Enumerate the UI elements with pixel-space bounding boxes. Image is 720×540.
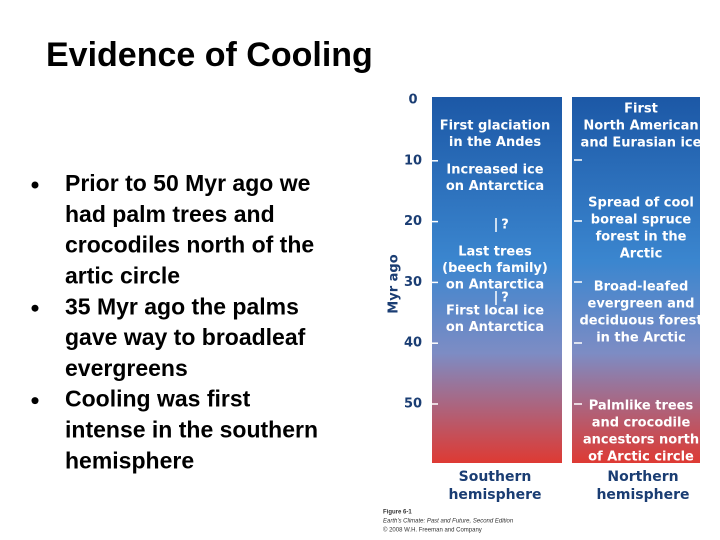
- hemisphere-label: hemisphere: [448, 487, 541, 503]
- hemisphere-label: Northern: [607, 469, 678, 485]
- northern-label: in the Arctic: [596, 331, 686, 346]
- hemisphere-label: Southern: [459, 469, 532, 485]
- bullet-text: evergreens: [65, 355, 188, 381]
- bullet-text: Prior to 50 Myr ago we: [65, 170, 310, 196]
- bullet-text: 35 Myr ago the palms: [65, 293, 299, 319]
- northern-label: Spread of cool: [588, 196, 694, 211]
- tick-label: 0: [408, 93, 417, 108]
- bullet-text: crocodiles north of the: [65, 232, 314, 258]
- southern-label: ?: [501, 218, 509, 233]
- hemisphere-label: hemisphere: [596, 487, 689, 503]
- northern-label: boreal spruce: [591, 213, 692, 228]
- southern-label: on Antarctica: [446, 278, 544, 293]
- bullet-text: hemisphere: [65, 447, 194, 473]
- northern-label: deciduous forest: [579, 314, 702, 329]
- northern-label: and Eurasian ice: [581, 136, 702, 151]
- title: Evidence of Cooling: [46, 36, 373, 74]
- southern-label: in the Andes: [449, 135, 541, 150]
- northern-label: ancestors north: [583, 433, 699, 448]
- bullet-text: gave way to broadleaf: [65, 324, 306, 350]
- bullet-text: intense in the southern: [65, 416, 318, 442]
- bullet-text: had palm trees and: [65, 201, 275, 227]
- northern-label: Palmlike trees: [589, 399, 694, 414]
- northern-label: Broad-leafed: [594, 280, 689, 295]
- caption: Earth's Climate: Past and Future, Second…: [383, 519, 514, 525]
- caption: Figure 6-1: [383, 510, 412, 516]
- southern-label: on Antarctica: [446, 320, 544, 335]
- tick-label: 30: [404, 275, 422, 290]
- northern-label: evergreen and: [588, 297, 695, 312]
- southern-label: Last trees: [458, 245, 532, 260]
- southern-column: [432, 97, 562, 463]
- southern-label: ?: [501, 291, 509, 306]
- southern-label: Increased ice: [446, 163, 543, 178]
- bullet-dot: [31, 304, 39, 312]
- southern-label: First local ice: [446, 304, 544, 319]
- northern-label: and crocodile: [592, 416, 691, 431]
- northern-label: First: [624, 102, 658, 117]
- southern-label: First glaciation: [440, 119, 551, 134]
- bullet-text: artic circle: [65, 262, 180, 288]
- northern-label: forest in the: [596, 230, 687, 245]
- bullet-dot: [31, 397, 39, 405]
- southern-label: (beech family): [442, 261, 548, 276]
- axis-label: Myr ago: [387, 254, 402, 313]
- bullet-text: Cooling was first: [65, 386, 251, 412]
- southern-label: on Antarctica: [446, 179, 544, 194]
- northern-label: Arctic: [620, 247, 663, 262]
- tick-label: 20: [404, 214, 422, 229]
- tick-label: 40: [404, 336, 422, 351]
- tick-label: 50: [404, 397, 422, 412]
- caption: © 2008 W.H. Freeman and Company: [383, 527, 482, 534]
- northern-column: [572, 97, 700, 463]
- northern-label: of Arctic circle: [588, 450, 694, 465]
- northern-label: North American: [583, 119, 698, 134]
- tick-label: 10: [404, 153, 422, 168]
- bullet-dot: [31, 181, 39, 189]
